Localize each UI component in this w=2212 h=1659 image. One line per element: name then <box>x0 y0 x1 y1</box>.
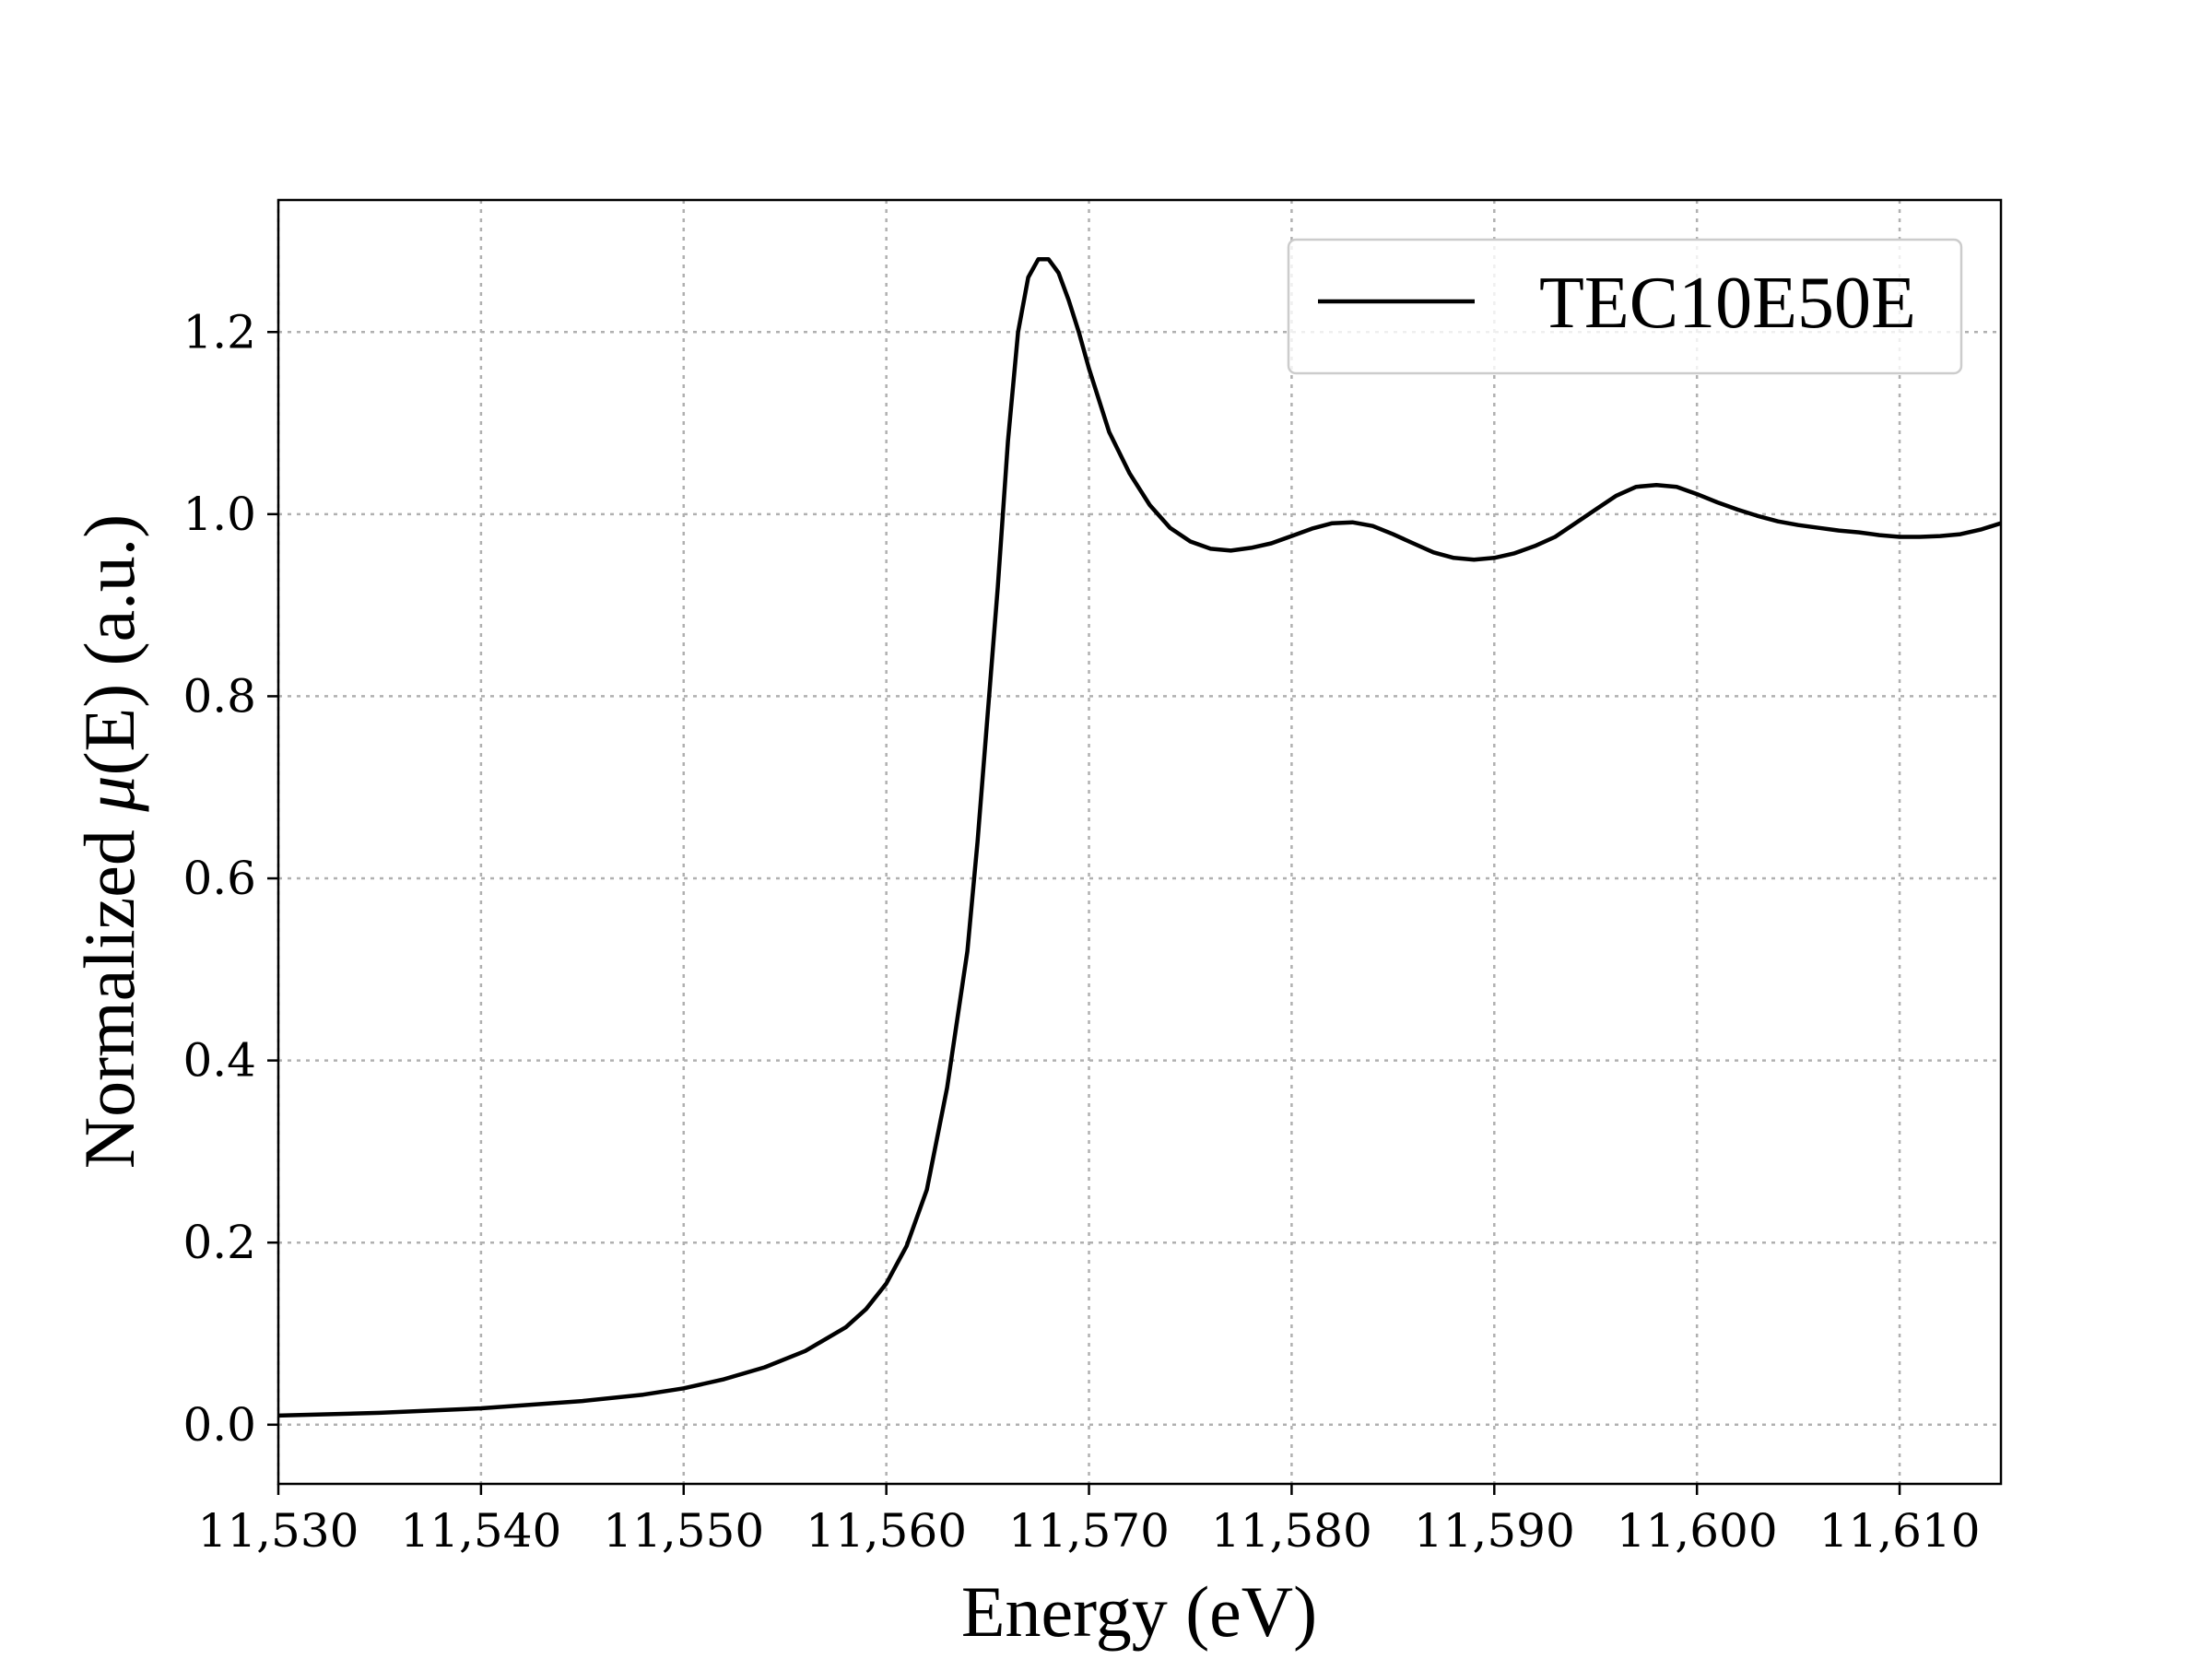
y-tick-label: 1.0 <box>182 488 256 541</box>
y-axis-label-arg: (E) <box>69 684 149 776</box>
legend: TEC10E50E <box>1287 238 1963 375</box>
y-tick-label: 0.8 <box>182 669 256 723</box>
y-axis-label-prefix: Normalized <box>69 812 149 1170</box>
y-tick-label: 0.4 <box>182 1034 256 1088</box>
legend-label: TEC10E50E <box>1539 263 1916 344</box>
x-tick-label: 11,570 <box>1008 1504 1170 1558</box>
legend-box <box>1287 238 1963 375</box>
y-tick-label: 0.6 <box>182 852 256 905</box>
x-tick-label: 11,610 <box>1819 1504 1981 1558</box>
plot-frame <box>276 198 2003 1486</box>
x-tick-label: 11,600 <box>1617 1504 1778 1558</box>
x-tick-label: 11,580 <box>1211 1504 1372 1558</box>
x-tick-label: 11,550 <box>603 1504 764 1558</box>
y-axis-label: Normalized μ(E) (a.u.) <box>69 514 149 1170</box>
y-tick-label: 0.2 <box>182 1216 256 1269</box>
y-tick-label: 1.2 <box>182 305 256 359</box>
y-axis-label-mu: μ <box>69 775 149 812</box>
x-tick-label: 11,530 <box>198 1504 359 1558</box>
y-axis-label-suffix: (a.u.) <box>69 514 149 684</box>
x-axis-label: Energy (eV) <box>961 1571 1317 1652</box>
series-line-tec10e50e <box>277 256 2002 1418</box>
x-tick-label: 11,540 <box>400 1504 561 1558</box>
x-tick-label: 11,560 <box>806 1504 967 1558</box>
series-layer <box>277 256 2002 1418</box>
x-tick-label: 11,590 <box>1414 1504 1575 1558</box>
tick-layer: 11,530 11,540 11,550 11,560 11,570 11,580 11,5… <box>182 305 1980 1558</box>
y-tick-label: 0.0 <box>182 1398 256 1452</box>
grid-layer <box>276 200 2001 1484</box>
